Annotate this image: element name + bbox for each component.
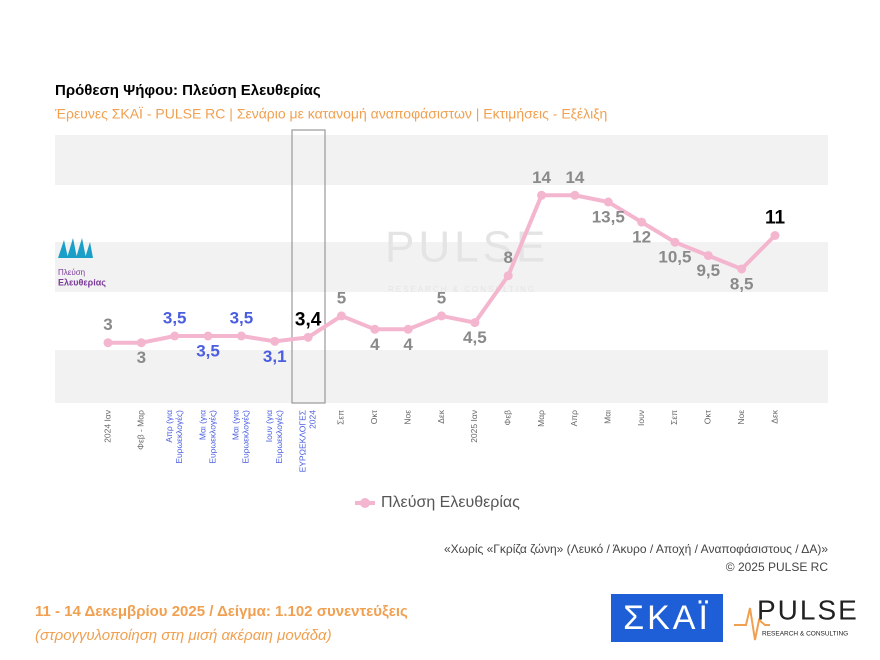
band: [55, 135, 828, 185]
x-tick-label: Ευρωεκλογές): [241, 410, 251, 464]
party-logo: Πλεύση: [58, 268, 85, 277]
skai-logo: [611, 594, 723, 642]
point: [203, 331, 213, 341]
point: [370, 324, 380, 334]
fieldwork: 11 - 14 Δεκεμβρίου 2025 / Δείγμα: 1.102 …: [35, 603, 408, 620]
point: [603, 197, 613, 207]
point: [303, 332, 313, 342]
point: [437, 311, 446, 321]
value-label: 4,5: [463, 328, 487, 347]
point: [537, 190, 547, 200]
value-label: 11: [765, 208, 786, 229]
point: [770, 231, 780, 240]
x-tick-label: Ιουν (για: [264, 410, 274, 442]
value-label: 3,5: [230, 308, 254, 327]
rounding-note: (στρογγυλοποίηση στη μισή ακέραιη μονάδα…: [35, 627, 332, 644]
band: [55, 350, 828, 403]
value-label: 9,5: [696, 261, 720, 280]
x-tick-label: Μαι (για: [231, 410, 241, 440]
x-tick-label: 2025 Ιαν: [469, 410, 479, 443]
value-label: 4: [370, 335, 380, 354]
x-tick-label: Μαρ: [536, 410, 546, 427]
value-label: 3: [103, 315, 112, 334]
pulse-logo-sub: RESEARCH & CONSULTING: [762, 631, 848, 638]
value-label: 3: [137, 348, 146, 367]
x-tick-label: Απρ (για: [164, 410, 174, 443]
copyright: © 2025 PULSE RC: [726, 560, 829, 574]
x-tick-label: Σεπ: [336, 410, 346, 425]
legend-label: Πλεύση Ελευθερίας: [381, 494, 520, 511]
value-label: 8: [503, 248, 512, 267]
watermark: RESEARCH & CONSULTING: [388, 285, 536, 294]
point: [103, 338, 113, 348]
value-label: 5: [337, 288, 346, 307]
x-tick-label: Ευρωεκλογές): [274, 410, 284, 464]
point: [403, 324, 413, 334]
value-label: 3,4: [295, 309, 322, 330]
watermark: PULSE: [385, 223, 549, 272]
pulse-logo-icon: [734, 607, 770, 641]
x-tick-label: Απρ: [569, 410, 579, 427]
chart-subtitle: Έρευνες ΣΚΑΪ - PULSE RC | Σενάριο με κατ…: [54, 106, 607, 122]
x-tick-label: Νοε: [402, 410, 412, 425]
x-tick-label: ΕΥΡΩΕΚΛΟΓΕΣ: [297, 410, 307, 472]
skai-logo-text: ΣΚΑΪ: [623, 599, 711, 637]
x-tick-label: Ιουν: [636, 410, 646, 426]
value-label: 8,5: [730, 274, 754, 293]
x-tick-label: Ευρωεκλογές): [174, 410, 184, 464]
x-tick-label: 2024: [307, 410, 317, 429]
x-tick-label: Μαι: [603, 410, 613, 424]
value-label: 5: [437, 288, 446, 307]
point: [670, 237, 680, 247]
value-label: 3,1: [263, 347, 287, 366]
value-label: 4: [403, 335, 413, 354]
point: [270, 336, 280, 346]
x-tick-label: Ευρωεκλογές): [207, 410, 217, 464]
value-label: 13,5: [592, 207, 625, 226]
x-tick-label: Μαι (για: [197, 410, 207, 440]
point: [336, 311, 346, 321]
x-tick-label: Οκτ: [703, 409, 713, 424]
x-tick-label: 2024 Ιαν: [102, 410, 112, 443]
x-tick-label: Δεκ: [436, 409, 446, 423]
x-tick-label: Νοε: [736, 410, 746, 425]
party-logo-icon: [58, 238, 93, 258]
point: [637, 217, 647, 227]
chart-title: Πρόθεση Ψήφου: Πλεύση Ελευθερίας: [55, 82, 321, 99]
point: [503, 271, 513, 281]
x-tick-label: Οκτ: [369, 409, 379, 424]
highlight-box: [291, 129, 326, 404]
point: [570, 190, 580, 200]
point: [136, 338, 146, 348]
value-label: 14: [565, 168, 584, 187]
value-label: 12: [632, 228, 651, 247]
value-label: 3,5: [163, 308, 187, 327]
value-label: 10,5: [658, 248, 691, 267]
x-tick-label: Σεπ: [669, 410, 679, 425]
point: [470, 318, 480, 328]
x-tick-label: Δεκ: [769, 409, 779, 423]
value-label: 3,5: [196, 341, 220, 360]
x-tick-label: Φεβ - Μαρ: [136, 410, 146, 450]
point: [170, 331, 180, 341]
point: [236, 331, 246, 341]
point: [703, 251, 713, 261]
point: [737, 264, 747, 274]
pulse-logo: PULSE: [757, 594, 859, 625]
party-logo: Ελευθερίας: [58, 277, 106, 287]
note: «Χωρίς «Γκρίζα ζώνη» (Λευκό / Άκυρο / Απ…: [444, 542, 828, 556]
value-label: 14: [532, 168, 551, 187]
legend-marker: [360, 498, 370, 508]
x-tick-label: Φεβ: [502, 410, 512, 426]
